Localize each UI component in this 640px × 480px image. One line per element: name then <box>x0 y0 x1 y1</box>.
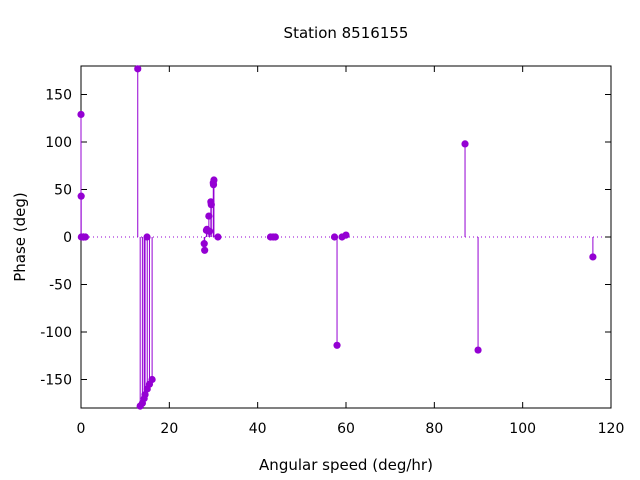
y-tick-label: -50 <box>49 278 72 294</box>
x-tick-label: 60 <box>337 421 355 437</box>
data-point <box>461 140 469 148</box>
data-point <box>143 233 151 241</box>
x-tick-label: 40 <box>249 421 267 437</box>
data-point <box>77 192 85 200</box>
x-tick-label: 120 <box>598 421 625 437</box>
data-point <box>148 375 156 384</box>
data-point <box>205 212 213 220</box>
x-axis-label: Angular speed (deg/hr) <box>259 456 433 474</box>
x-tick-label: 80 <box>425 421 443 437</box>
data-point <box>134 65 142 73</box>
x-tick-label: 0 <box>77 421 86 437</box>
y-tick-label: 50 <box>54 183 72 199</box>
data-point <box>141 391 149 399</box>
data-point <box>200 240 208 248</box>
y-tick-label: 150 <box>45 88 72 104</box>
data-point <box>81 233 90 241</box>
data-point <box>214 233 222 241</box>
data-point <box>201 246 209 254</box>
data-point <box>474 346 482 354</box>
data-point <box>333 341 341 349</box>
data-point <box>205 227 214 235</box>
y-tick-label: -150 <box>40 373 72 389</box>
x-axis-ticks: 0 20 40 60 80 100 120 <box>77 66 625 437</box>
data-point <box>271 233 279 241</box>
data-point <box>330 233 339 241</box>
data-point <box>207 201 215 209</box>
y-tick-label: 0 <box>63 230 72 246</box>
chart-title: Station 8516155 <box>284 24 409 42</box>
data-point <box>77 110 85 119</box>
data-point <box>210 176 218 184</box>
y-tick-label: -100 <box>40 325 72 341</box>
x-tick-label: 20 <box>160 421 178 437</box>
y-axis-label: Phase (deg) <box>11 192 29 282</box>
data-markers <box>77 65 597 410</box>
y-axis-ticks: -150 -100 -50 0 50 100 150 <box>40 88 611 389</box>
data-point <box>589 253 597 261</box>
y-tick-label: 100 <box>45 135 72 151</box>
data-point <box>342 231 350 239</box>
x-tick-label: 100 <box>509 421 536 437</box>
